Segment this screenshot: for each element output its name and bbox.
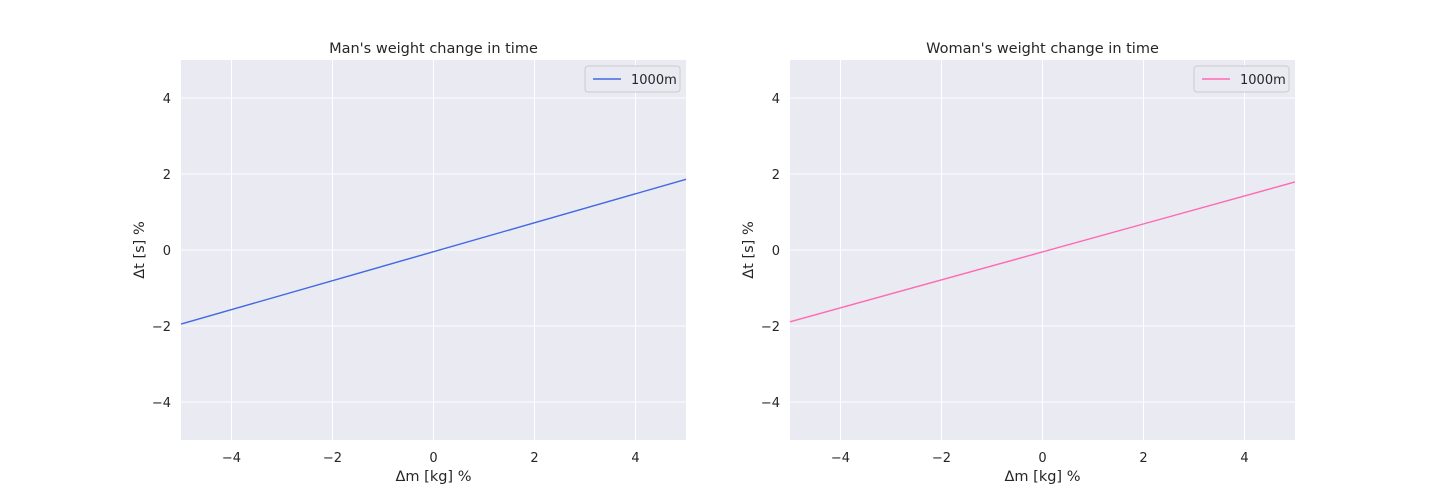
x-tick-label: 4 <box>631 451 639 466</box>
y-axis-label: Δt [s] % <box>741 221 757 278</box>
y-tick-label: −2 <box>152 320 171 335</box>
y-tick-label: 4 <box>163 92 171 107</box>
series-line-1 <box>180 178 687 325</box>
legend-box <box>584 65 681 93</box>
y-axis-label: Δt [s] % <box>132 221 148 278</box>
y-tick-label: −4 <box>152 396 171 411</box>
x-tick-label: 2 <box>530 451 538 466</box>
x-tick-label: −2 <box>932 451 951 466</box>
x-tick-label: 0 <box>429 451 437 466</box>
x-axis-label: Δm [kg] % <box>396 469 472 485</box>
x-tick-label: 4 <box>1240 451 1248 466</box>
x-tick-label: 0 <box>1038 451 1046 466</box>
chart-panel-2: −4 −2 0 2 4 −4 −2 0 2 4 Woman's weight change in t… <box>741 41 1296 485</box>
x-tick-label: −2 <box>323 451 342 466</box>
y-tick-label: 0 <box>772 244 780 259</box>
chart-title: Woman's weight change in time <box>926 41 1159 57</box>
legend: 1000m <box>584 65 681 93</box>
chart-title: Man's weight change in time <box>329 41 538 57</box>
series-line-1 <box>789 181 1296 323</box>
legend-label: 1000m <box>1240 73 1286 88</box>
x-tick-label: 2 <box>1139 451 1147 466</box>
y-tick-label: 0 <box>163 244 171 259</box>
y-tick-label: 2 <box>163 168 171 183</box>
x-tick-label: −4 <box>222 451 241 466</box>
legend-box <box>1193 65 1290 93</box>
x-tick-label: −4 <box>831 451 850 466</box>
y-tick-label: −4 <box>761 396 780 411</box>
legend-label: 1000m <box>631 73 677 88</box>
y-tick-label: 4 <box>772 92 780 107</box>
chart-panel-1: −4 −2 0 2 4 −4 −2 0 2 4 Man's weight change in tim… <box>132 41 687 485</box>
y-tick-label: −2 <box>761 320 780 335</box>
y-tick-label: 2 <box>772 168 780 183</box>
x-axis-label: Δm [kg] % <box>1005 469 1081 485</box>
legend: 1000m <box>1193 65 1290 93</box>
